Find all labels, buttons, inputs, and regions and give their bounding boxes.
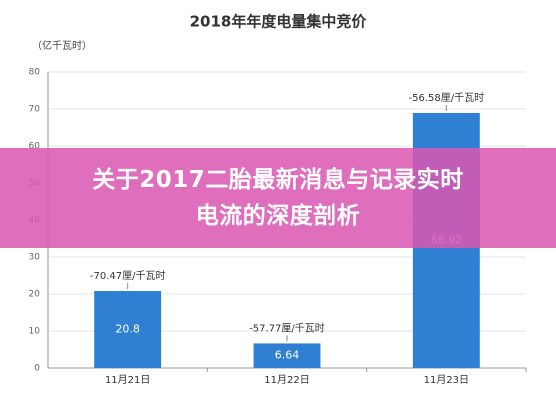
chart-title: 2018年年度电量集中竞价 [190, 13, 368, 31]
y-tick-label: 10 [29, 327, 41, 337]
x-tick-label: 11月23日 [424, 374, 469, 386]
annotation: -70.47厘/千瓦时 [90, 270, 166, 282]
y-tick-label: 70 [29, 105, 41, 115]
y-tick-label: 20 [29, 290, 41, 300]
banner: 关于2017二胎最新消息与记录实时 电流的深度剖析 [0, 148, 556, 248]
x-tick-label: 11月21日 [105, 374, 150, 386]
y-tick-label: 0 [34, 364, 40, 374]
value-label: 20.8 [115, 323, 140, 336]
banner-line: 关于2017二胎最新消息与记录实时 [92, 167, 464, 193]
bar [253, 343, 321, 368]
x-tick-label: 11月22日 [264, 374, 309, 386]
annotation: -57.77厘/千瓦时 [249, 322, 325, 334]
y-tick-label: 80 [29, 68, 41, 78]
y-axis-label: （亿千瓦时） [32, 39, 92, 52]
y-tick-label: 30 [29, 253, 41, 263]
value-label: 6.64 [275, 349, 300, 362]
banner-line: 电流的深度剖析 [195, 203, 361, 229]
bar [94, 291, 162, 368]
y-tick-label: 60 [29, 142, 41, 152]
annotation: -56.58厘/千瓦时 [409, 92, 485, 104]
